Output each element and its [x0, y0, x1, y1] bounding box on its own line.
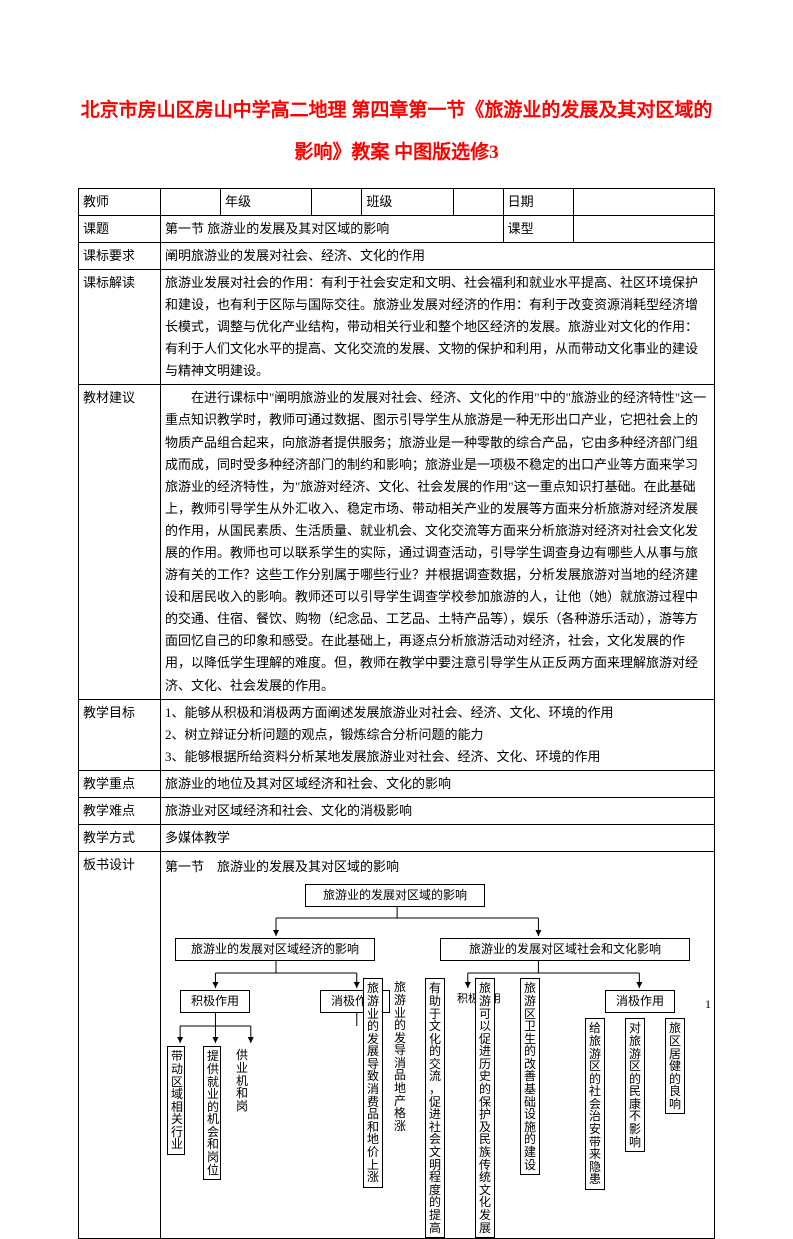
table-row: 课题 第一节 旅游业的发展及其对区域的影响 课型: [79, 215, 715, 242]
board-heading: 第一节 旅游业的发展及其对区域的影响: [165, 856, 710, 878]
diagram-leaf: 有助于文化的交流，促进社会文明程度的提高: [425, 978, 445, 1238]
diagram-leaf: 旅区居健的良响: [665, 1018, 685, 1114]
standard-req-value: 阐明旅游业的发展对社会、经济、文化的作用: [161, 242, 715, 269]
diagram-left-branch: 旅游业的发展对区域经济的影响: [175, 938, 375, 961]
topic-value: 第一节 旅游业的发展及其对区域的影响: [161, 215, 504, 242]
diagram-right-branch: 旅游业的发展对区域社会和文化影响: [440, 938, 690, 961]
diagram-leaf: 旅游可以促进历史的保护及民族传统文化发展: [475, 978, 495, 1238]
diagram-leaf: 给旅游区的社会治安带来隐患: [585, 1018, 605, 1190]
difficulty-value: 旅游业对区域经济和社会、文化的消极影响: [161, 798, 715, 825]
material-sugg-value: 在进行课标中"阐明旅游业的发展对社会、经济、文化的作用"中的"旅游业的经济特性"…: [161, 385, 715, 699]
focus-label: 教学重点: [79, 770, 161, 797]
page-number: 1: [705, 997, 711, 1012]
diagram-leaf: 供业机和岗: [233, 1046, 251, 1115]
diagram-right-neg: 消极作用: [605, 990, 675, 1013]
document-title: 北京市房山区房山中学高二地理 第四章第一节《旅游业的发展及其对区域的影响》教案 …: [78, 90, 715, 174]
standard-req-label: 课标要求: [79, 242, 161, 269]
table-row: 板书设计 第一节 旅游业的发展及其对区域的影响: [79, 852, 715, 1239]
difficulty-label: 教学难点: [79, 798, 161, 825]
teacher-value: [161, 188, 221, 215]
topic-label: 课题: [79, 215, 161, 242]
objectives-label: 教学目标: [79, 699, 161, 770]
teacher-label: 教师: [79, 188, 161, 215]
grade-label: 年级: [221, 188, 312, 215]
standard-interp-value: 旅游业发展对社会的作用：有利于社会安定和文明、社会福利和就业水平提高、社区环境保…: [161, 269, 715, 384]
concept-diagram: 旅游业的发展对区域的影响 旅游业的发展对区域经济的影响 旅游业的发展对区域社会和…: [165, 878, 710, 1238]
board-design-label: 板书设计: [79, 852, 161, 1239]
lesson-plan-table: 教师 年级 班级 日期 课题 第一节 旅游业的发展及其对区域的影响 课型 课标要…: [78, 188, 715, 1239]
table-row: 教材建议 在进行课标中"阐明旅游业的发展对社会、经济、文化的作用"中的"旅游业的…: [79, 385, 715, 699]
objective-2: 2、树立辩证分析问题的观点，锻炼综合分析问题的能力: [165, 724, 710, 746]
material-sugg-label: 教材建议: [79, 385, 161, 699]
diagram-leaf: 对旅游区的民康不影响: [625, 1018, 645, 1152]
grade-value: [312, 188, 362, 215]
objective-1: 1、能够从积极和消极两方面阐述发展旅游业对社会、经济、文化、环境的作用: [165, 702, 710, 724]
diagram-leaf: 旅游业的发展导致消费品和地价上涨: [363, 978, 383, 1188]
standard-interp-label: 课标解读: [79, 269, 161, 384]
focus-value: 旅游业的地位及其对区域经济和社会、文化的影响: [161, 770, 715, 797]
diagram-leaf: 旅游业的发导消品地产格涨: [390, 978, 410, 1135]
table-row: 教学目标 1、能够从积极和消极两方面阐述发展旅游业对社会、经济、文化、环境的作用…: [79, 699, 715, 770]
method-label: 教学方式: [79, 825, 161, 852]
table-row: 教师 年级 班级 日期: [79, 188, 715, 215]
diagram-leaf: 旅游区卫生的改善基础设施的建设: [520, 978, 540, 1175]
objective-3: 3、能够根据所给资料分析某地发展旅游业对社会、经济、文化、环境的作用: [165, 746, 710, 768]
diagram-leaf: 提供就业的机会和岗位: [203, 1046, 221, 1180]
diagram-root: 旅游业的发展对区域的影响: [305, 884, 485, 907]
date-label: 日期: [503, 188, 573, 215]
objectives-value: 1、能够从积极和消极两方面阐述发展旅游业对社会、经济、文化、环境的作用 2、树立…: [161, 699, 715, 770]
table-row: 教学方式 多媒体教学: [79, 825, 715, 852]
method-value: 多媒体教学: [161, 825, 715, 852]
table-row: 课标解读 旅游业发展对社会的作用：有利于社会安定和文明、社会福利和就业水平提高、…: [79, 269, 715, 384]
type-label: 课型: [503, 215, 573, 242]
type-value: [573, 215, 714, 242]
board-design-cell: 第一节 旅游业的发展及其对区域的影响: [161, 852, 715, 1239]
class-value: [453, 188, 503, 215]
table-row: 教学重点 旅游业的地位及其对区域经济和社会、文化的影响: [79, 770, 715, 797]
diagram-left-pos: 积极作用: [180, 990, 250, 1013]
table-row: 教学难点 旅游业对区域经济和社会、文化的消极影响: [79, 798, 715, 825]
class-label: 班级: [362, 188, 453, 215]
diagram-leaf: 带动区域相关行业: [167, 1046, 185, 1155]
date-value: [573, 188, 714, 215]
table-row: 课标要求 阐明旅游业的发展对社会、经济、文化的作用: [79, 242, 715, 269]
